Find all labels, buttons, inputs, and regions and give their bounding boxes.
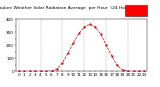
- Text: Milwaukee Weather Solar Radiation Average  per Hour  (24 Hours): Milwaukee Weather Solar Radiation Averag…: [0, 6, 133, 10]
